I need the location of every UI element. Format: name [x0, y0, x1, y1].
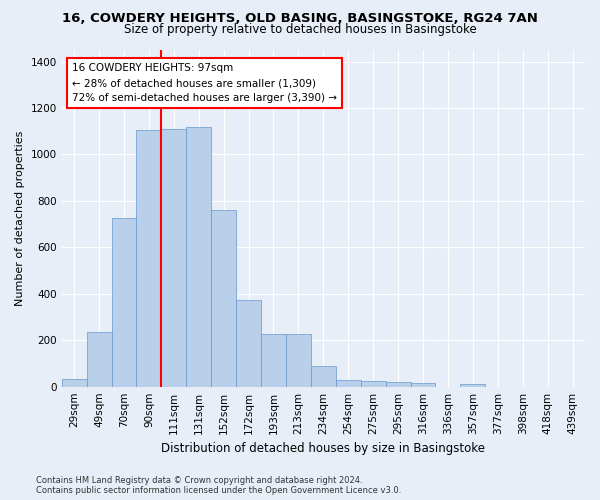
Bar — [186, 126, 211, 386]
Text: 16 COWDERY HEIGHTS: 97sqm
← 28% of detached houses are smaller (1,309)
72% of se: 16 COWDERY HEIGHTS: 97sqm ← 28% of detac… — [72, 64, 337, 103]
Bar — [112, 218, 136, 386]
Text: Size of property relative to detached houses in Basingstoke: Size of property relative to detached ho… — [124, 22, 476, 36]
Bar — [211, 210, 236, 386]
X-axis label: Distribution of detached houses by size in Basingstoke: Distribution of detached houses by size … — [161, 442, 485, 455]
Bar — [161, 129, 186, 386]
Bar — [86, 332, 112, 386]
Bar — [261, 334, 286, 386]
Bar — [460, 384, 485, 386]
Y-axis label: Number of detached properties: Number of detached properties — [15, 130, 25, 306]
Bar — [361, 381, 386, 386]
Bar — [336, 380, 361, 386]
Bar — [62, 378, 86, 386]
Bar — [410, 383, 436, 386]
Bar — [386, 382, 410, 386]
Bar — [236, 300, 261, 386]
Bar — [311, 366, 336, 386]
Bar — [286, 334, 311, 386]
Text: Contains HM Land Registry data © Crown copyright and database right 2024.
Contai: Contains HM Land Registry data © Crown c… — [36, 476, 401, 495]
Bar — [136, 130, 161, 386]
Text: 16, COWDERY HEIGHTS, OLD BASING, BASINGSTOKE, RG24 7AN: 16, COWDERY HEIGHTS, OLD BASING, BASINGS… — [62, 12, 538, 26]
